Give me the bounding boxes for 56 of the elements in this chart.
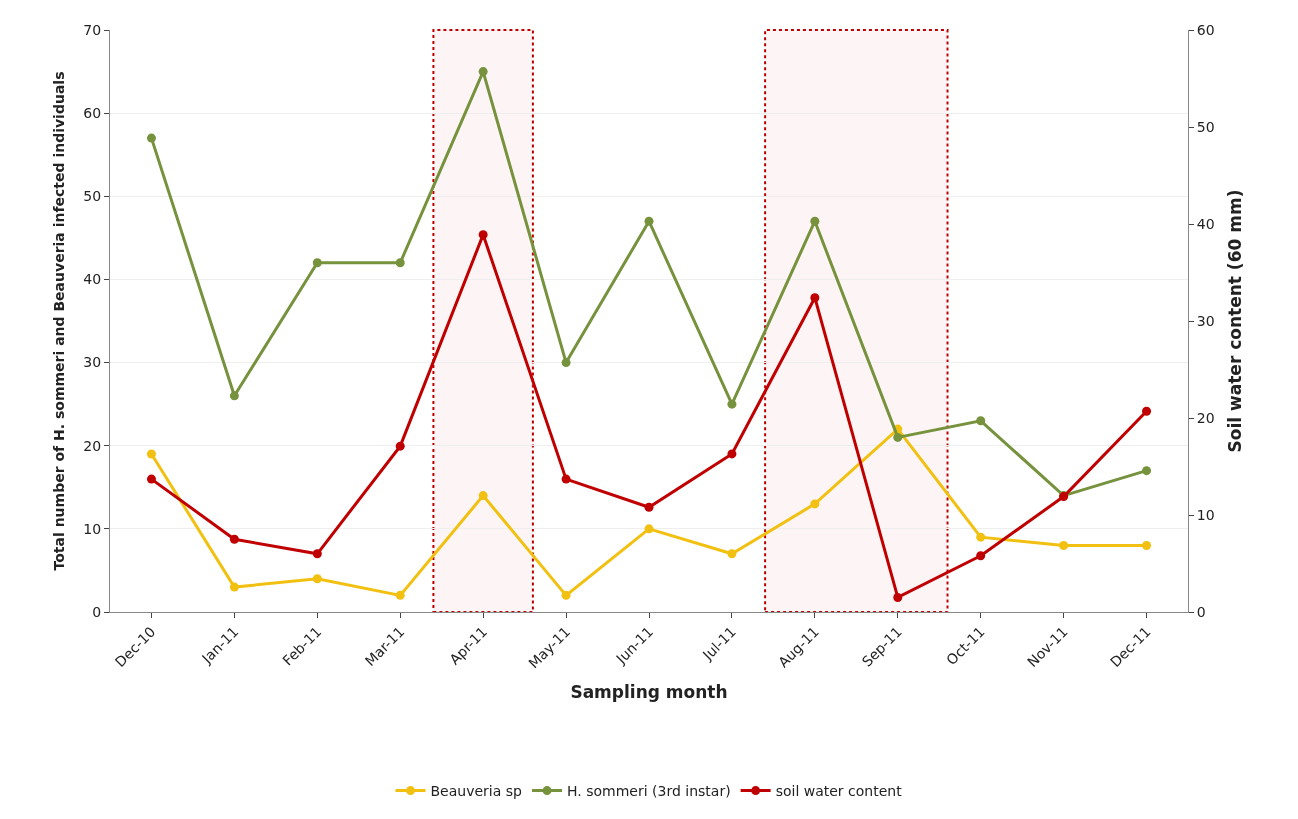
y2-tick-label: 40 — [1196, 215, 1215, 232]
point — [976, 551, 986, 561]
legend-label: soil water content — [775, 783, 903, 800]
y2-tick-label: 60 — [1196, 21, 1215, 38]
point — [146, 474, 156, 484]
point — [395, 441, 405, 451]
y-tick-label: 30 — [83, 354, 102, 371]
y-tick-label: 70 — [83, 21, 102, 38]
y-axis-title: Total number of H. sommeri and Beauveria infected individuals — [50, 71, 67, 571]
point — [146, 449, 156, 459]
point — [561, 474, 571, 484]
point — [561, 358, 571, 368]
point — [644, 502, 654, 512]
point — [644, 216, 654, 226]
y2-tick-label: 0 — [1196, 603, 1206, 620]
point — [976, 416, 986, 426]
point — [478, 491, 488, 501]
legend-label: H. sommeri (3rd instar) — [567, 783, 731, 800]
point — [644, 524, 654, 534]
point — [810, 293, 820, 303]
point — [229, 534, 239, 544]
y2-axis-title: Soil water content (60 mm) — [1225, 189, 1246, 453]
point — [312, 574, 322, 584]
point — [810, 216, 820, 226]
point — [727, 399, 737, 409]
y-tick-label: 20 — [83, 437, 102, 454]
point — [312, 258, 322, 268]
point — [1142, 466, 1152, 476]
point — [478, 67, 488, 77]
y2-tick-label: 50 — [1196, 118, 1215, 135]
point — [976, 532, 986, 542]
point — [1059, 540, 1069, 550]
point — [1142, 540, 1152, 550]
point — [727, 549, 737, 559]
point — [146, 133, 156, 143]
point — [893, 432, 903, 442]
x-axis-title: Sampling month — [570, 681, 728, 702]
y-tick-label: 40 — [83, 271, 102, 288]
point — [893, 592, 903, 602]
point — [1142, 406, 1152, 416]
y-tick-label: 10 — [83, 520, 102, 537]
point — [810, 499, 820, 509]
y-tick-label: 50 — [83, 188, 102, 205]
y-tick-label: 0 — [92, 603, 102, 620]
y2-tick-label: 30 — [1196, 312, 1215, 329]
legend-label: Beauveria sp — [430, 783, 523, 800]
y2-tick-label: 20 — [1196, 409, 1215, 426]
point — [229, 582, 239, 592]
y-tick-label: 60 — [83, 105, 102, 122]
point — [395, 590, 405, 600]
point — [312, 549, 322, 559]
point — [395, 258, 405, 268]
point — [561, 590, 571, 600]
point — [229, 391, 239, 401]
point — [727, 449, 737, 459]
y2-tick-label: 10 — [1196, 506, 1215, 523]
